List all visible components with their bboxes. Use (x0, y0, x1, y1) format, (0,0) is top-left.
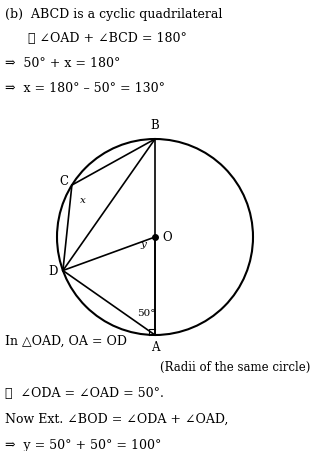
Text: ∴  ∠ODA = ∠OAD = 50°.: ∴ ∠ODA = ∠OAD = 50°. (5, 386, 164, 399)
Text: D: D (49, 264, 58, 277)
Text: ∴ ∠OAD + ∠BCD = 180°: ∴ ∠OAD + ∠BCD = 180° (28, 32, 187, 45)
Text: A: A (151, 340, 159, 353)
Text: y: y (140, 239, 146, 249)
Text: In △OAD, OA = OD: In △OAD, OA = OD (5, 334, 127, 347)
Text: (b)  ABCD is a cyclic quadrilateral: (b) ABCD is a cyclic quadrilateral (5, 8, 222, 21)
Text: O: O (162, 231, 172, 244)
Text: Now Ext. ∠BOD = ∠ODA + ∠OAD,: Now Ext. ∠BOD = ∠ODA + ∠OAD, (5, 412, 228, 425)
Text: x: x (80, 196, 86, 205)
Text: B: B (151, 119, 159, 132)
Text: 50°: 50° (137, 308, 156, 318)
Text: (Radii of the same circle): (Radii of the same circle) (160, 360, 310, 373)
Text: C: C (59, 175, 68, 188)
Text: ⇒  50° + x = 180°: ⇒ 50° + x = 180° (5, 57, 120, 70)
Text: ⇒  x = 180° – 50° = 130°: ⇒ x = 180° – 50° = 130° (5, 82, 165, 95)
Text: ⇒  y = 50° + 50° = 100°: ⇒ y = 50° + 50° = 100° (5, 438, 161, 451)
